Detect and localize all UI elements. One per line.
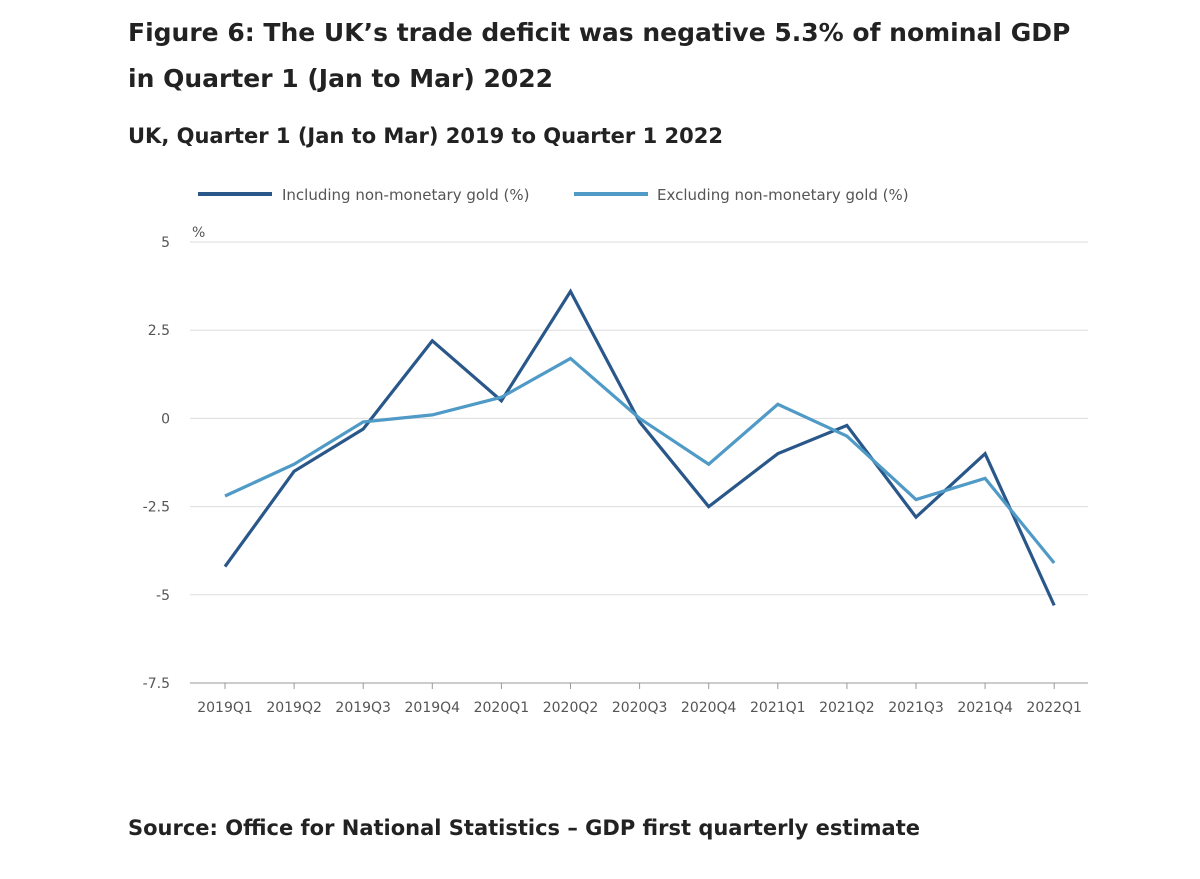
y-axis: 5 2.5 0 -2.5 -5 -7.5% [143, 225, 206, 692]
x-tick-label: 2019Q2 [266, 700, 322, 716]
data-point [844, 433, 850, 439]
x-tick-label: 2021Q3 [888, 700, 944, 716]
x-tick-label: 2021Q1 [750, 700, 806, 716]
x-tick-label: 2021Q4 [957, 700, 1013, 716]
data-point [913, 514, 919, 520]
x-tick-label: 2019Q1 [197, 700, 253, 716]
chart-title-line-2: in Quarter 1 (Jan to Mar) 2022 [128, 64, 554, 93]
x-tick-label: 2019Q3 [335, 700, 391, 716]
data-point [429, 338, 435, 344]
data-point [982, 451, 988, 457]
x-axis: 2019Q1 2019Q2 2019Q3 2019Q4 2020Q1 2020Q2 2020… [190, 682, 1088, 716]
y-unit-label: % [192, 225, 205, 241]
data-point [222, 564, 228, 570]
data-point [844, 422, 850, 428]
data-point [1051, 560, 1057, 566]
x-tick-label: 2021Q2 [819, 700, 875, 716]
series-line [223, 288, 1056, 607]
data-point [706, 461, 712, 467]
x-tick-label: 2019Q4 [405, 700, 461, 716]
y-tick-label: -5 [156, 588, 170, 604]
source-note: Source: Office for National Statistics –… [128, 816, 920, 840]
data-point [913, 497, 919, 503]
legend-label: Excluding non-monetary gold (%) [657, 186, 909, 204]
legend-item-including-gold: Including non-monetary gold (%) [198, 186, 529, 204]
y-tick-label: 2.5 [148, 323, 170, 339]
y-tick-label: 0 [161, 411, 170, 427]
data-point [568, 288, 574, 294]
x-tick-label: 2020Q4 [681, 700, 737, 716]
data-point [706, 504, 712, 510]
data-point [1051, 602, 1057, 608]
data-point [637, 415, 643, 421]
legend: Including non-monetary gold (%) Excluding… [198, 186, 909, 204]
x-tick-label: 2020Q2 [543, 700, 599, 716]
series-line [224, 356, 1056, 565]
data-point [222, 493, 228, 499]
x-tick-label: 2022Q1 [1026, 700, 1082, 716]
legend-item-excluding-gold: Excluding non-monetary gold (%) [574, 186, 909, 204]
line-chart: Including non-monetary gold (%) Excluding… [143, 186, 1088, 716]
chart-subtitle: UK, Quarter 1 (Jan to Mar) 2019 to Quart… [128, 124, 723, 148]
series-layer [222, 288, 1057, 608]
data-point [429, 412, 435, 418]
data-point [775, 451, 781, 457]
y-tick-label: -7.5 [143, 676, 170, 692]
data-point [775, 401, 781, 407]
data-point [568, 355, 574, 361]
data-point [360, 426, 366, 432]
chart-title-line-1: Figure 6: The UK’s trade deficit was neg… [128, 18, 1071, 47]
y-tick-label: 5 [161, 235, 170, 251]
x-tick-label: 2020Q1 [474, 700, 530, 716]
data-point [498, 394, 504, 400]
data-point [360, 419, 366, 425]
y-tick-label: -2.5 [143, 500, 170, 516]
data-point [291, 461, 297, 467]
data-point [982, 475, 988, 481]
series-including-gold [222, 288, 1057, 608]
legend-label: Including non-monetary gold (%) [282, 186, 529, 204]
data-point [291, 468, 297, 474]
x-tick-label: 2020Q3 [612, 700, 668, 716]
series-excluding-gold [222, 355, 1057, 566]
